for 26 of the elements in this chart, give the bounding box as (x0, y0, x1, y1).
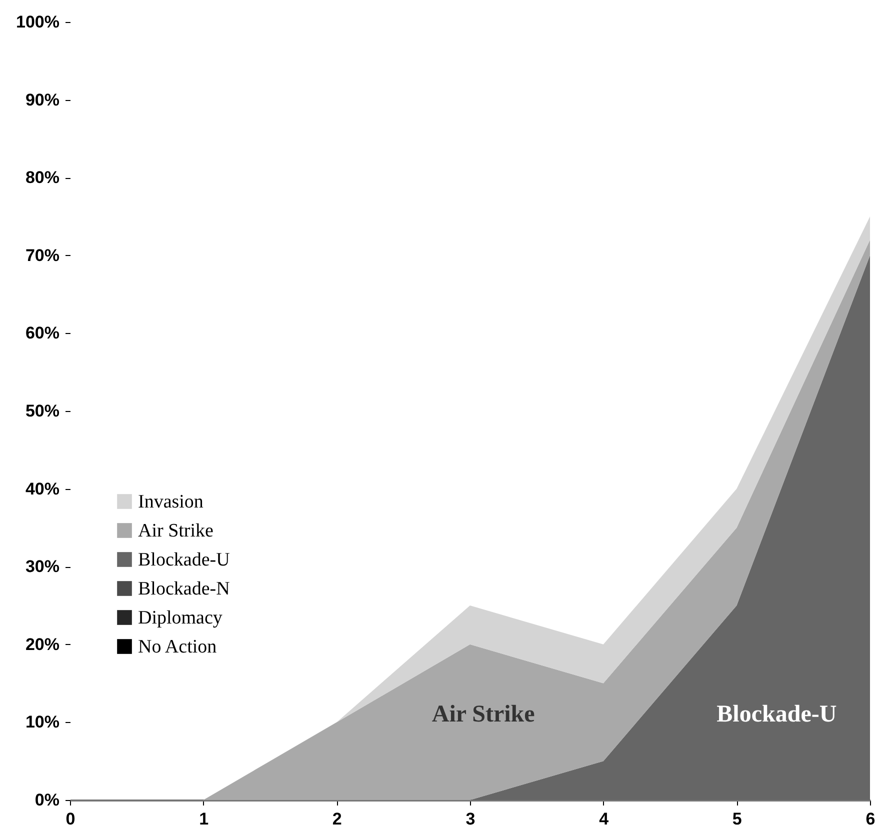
y-tick-label: 40% (25, 479, 60, 498)
y-tick-label: 100% (16, 12, 60, 32)
legend-label: Invasion (138, 492, 204, 512)
x-tick-label: 3 (466, 810, 476, 828)
y-tick-label: 10% (25, 712, 60, 732)
y-tick-label: 50% (25, 402, 60, 420)
x-tick-label: 1 (199, 810, 209, 828)
legend-label: No Action (138, 636, 218, 658)
y-tick-label: 80% (25, 168, 60, 188)
x-tick-label: 6 (866, 810, 876, 828)
legend-label: Air Strike (138, 520, 214, 542)
x-tick-label: 5 (732, 810, 742, 828)
y-tick-label: 90% (25, 90, 60, 110)
y-tick-label: 0% (34, 790, 60, 810)
annotation: Air Strike (432, 701, 536, 728)
y-tick-label: 70% (25, 246, 60, 265)
legend-label: Diplomacy (138, 608, 223, 628)
y-tick-label: 20% (25, 634, 60, 654)
x-tick-label: 0 (66, 810, 76, 828)
y-tick-label: 30% (25, 557, 60, 576)
legend-label: Blockade-U (138, 550, 230, 570)
x-tick-label: 2 (332, 810, 342, 828)
legend-label: Blockade-N (138, 578, 230, 600)
annotation: Blockade-U (716, 701, 837, 728)
y-tick-label: 60% (25, 324, 60, 343)
x-tick-label: 4 (599, 810, 610, 828)
